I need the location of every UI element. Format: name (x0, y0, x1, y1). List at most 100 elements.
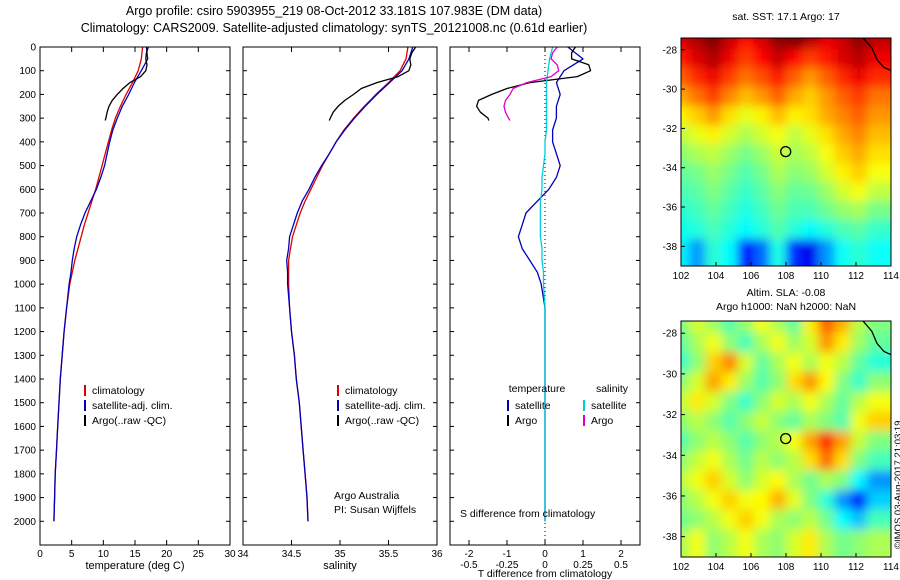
figure-title: Argo profile: csiro 5903955_219 08-Oct-2… (0, 3, 668, 36)
svg-text:0: 0 (542, 560, 548, 571)
svg-text:2: 2 (618, 549, 624, 560)
figure-title-line1: Argo profile: csiro 5903955_219 08-Oct-2… (125, 4, 543, 18)
salinity-axis-label: salinity (323, 560, 357, 572)
sla-map-title: Altim. SLA: -0.08 Argo h1000: NaN h2000:… (681, 286, 891, 314)
coastline (862, 321, 891, 356)
svg-text:114: 114 (883, 562, 899, 573)
svg-text:2000: 2000 (14, 517, 37, 528)
svg-text:25: 25 (193, 549, 205, 560)
svg-text:-1: -1 (503, 549, 512, 560)
svg-text:102: 102 (673, 271, 690, 282)
svg-text:104: 104 (708, 271, 725, 282)
program-annotation: Argo Australia PI: Susan Wijffels (334, 489, 416, 517)
legend-item-satellite-s: satellite (583, 398, 641, 413)
satellite-line-swatch (84, 400, 86, 411)
t-difference-axis-label: T difference from climatology (477, 568, 613, 580)
legend-label: satellite (591, 399, 627, 412)
temperature-axis-label: temperature (deg C) (85, 560, 185, 572)
svg-text:0.25: 0.25 (573, 560, 593, 571)
svg-text:-30: -30 (663, 369, 678, 380)
legend-item-satellite-t: satellite (497, 398, 577, 413)
temperature-legend: climatology satellite-adj. clim. Argo(..… (84, 383, 173, 428)
svg-text:-38: -38 (663, 242, 678, 253)
svg-text:114: 114 (883, 271, 899, 282)
svg-text:15: 15 (129, 549, 141, 560)
svg-text:110: 110 (813, 271, 829, 282)
svg-text:0: 0 (30, 43, 36, 54)
svg-text:34: 34 (237, 549, 249, 560)
svg-text:1700: 1700 (14, 446, 37, 457)
svg-text:102: 102 (673, 562, 690, 573)
svg-text:108: 108 (778, 271, 795, 282)
svg-text:1300: 1300 (14, 351, 37, 362)
legend-item-satellite: satellite-adj. clim. (84, 398, 173, 413)
sla-map (681, 321, 891, 557)
legend-item-argo: Argo(..raw -QC) (84, 413, 173, 428)
svg-text:-32: -32 (663, 124, 678, 135)
svg-text:400: 400 (19, 137, 36, 148)
svg-text:110: 110 (813, 562, 829, 573)
svg-text:-32: -32 (663, 410, 678, 421)
svg-text:-0.5: -0.5 (460, 560, 478, 571)
svg-text:104: 104 (708, 562, 725, 573)
legend-item-satellite: satellite-adj. clim. (337, 398, 426, 413)
svg-text:1900: 1900 (14, 493, 37, 504)
svg-text:1: 1 (580, 549, 586, 560)
svg-text:-34: -34 (663, 163, 678, 174)
svg-text:1400: 1400 (14, 375, 37, 386)
legend-label: Argo(..raw -QC) (92, 414, 167, 427)
float-position-marker (780, 432, 792, 445)
coastline (862, 38, 891, 72)
svg-text:0.5: 0.5 (614, 560, 628, 571)
svg-text:30: 30 (224, 549, 236, 560)
legend-item-argo-s: Argo (583, 413, 641, 428)
svg-text:-36: -36 (663, 203, 678, 214)
argo-line-swatch (84, 415, 86, 426)
svg-text:106: 106 (743, 271, 760, 282)
argo-line-swatch (337, 415, 339, 426)
series-argo-raw (328, 46, 417, 121)
svg-text:20: 20 (161, 549, 173, 560)
legend-label: Argo (591, 414, 614, 427)
svg-text:10: 10 (98, 549, 110, 560)
climatology-line-swatch (337, 385, 339, 396)
series-satellite-S-diff (539, 46, 554, 522)
svg-text:-30: -30 (663, 85, 678, 96)
legend-label: climatology (345, 384, 398, 397)
svg-text:1000: 1000 (14, 280, 37, 291)
series-argo-T-diff (475, 46, 592, 121)
argo-t-swatch (507, 415, 509, 426)
svg-text:100: 100 (19, 66, 36, 77)
legend-header-salinity: salinity (595, 383, 629, 395)
series-satellite-adj-clim (53, 46, 149, 522)
svg-text:1200: 1200 (14, 327, 37, 338)
legend-header-temperature: temperature (508, 383, 566, 395)
legend-label: climatology (92, 384, 145, 397)
program-name: Argo Australia (334, 490, 400, 502)
svg-text:112: 112 (848, 271, 864, 282)
legend-label: Argo(..raw -QC) (345, 414, 420, 427)
svg-text:200: 200 (19, 90, 36, 101)
sla-map-title-line1: Altim. SLA: -0.08 (746, 287, 826, 299)
svg-text:1500: 1500 (14, 398, 37, 409)
svg-text:-28: -28 (663, 45, 678, 56)
svg-text:1800: 1800 (14, 469, 37, 480)
svg-text:5: 5 (69, 549, 75, 560)
s-difference-note: S difference from climatology (460, 508, 596, 520)
principal-investigator: PI: Susan Wijffels (334, 504, 417, 516)
legend-label: satellite-adj. clim. (92, 399, 173, 412)
temperature-profile: 0 5 10 15 20 25 300100200300400500600700800900… (14, 43, 236, 561)
svg-text:35.5: 35.5 (379, 549, 399, 560)
svg-text:112: 112 (848, 562, 864, 573)
diff-temperature-legend: temperature satellite Argo (497, 383, 577, 428)
svg-text:35: 35 (334, 549, 346, 560)
salinity-profile: 34 34.5 35 35.5 36 (237, 46, 443, 560)
figure-title-line2: Climatology: CARS2009. Satellite-adjuste… (80, 20, 588, 35)
sla-map-title-line2: Argo h1000: NaN h2000: NaN (715, 301, 857, 313)
svg-text:-38: -38 (663, 532, 678, 543)
legend-label: satellite-adj. clim. (345, 399, 426, 412)
svg-text:1100: 1100 (14, 303, 36, 314)
series-argo-S-diff (503, 46, 560, 121)
